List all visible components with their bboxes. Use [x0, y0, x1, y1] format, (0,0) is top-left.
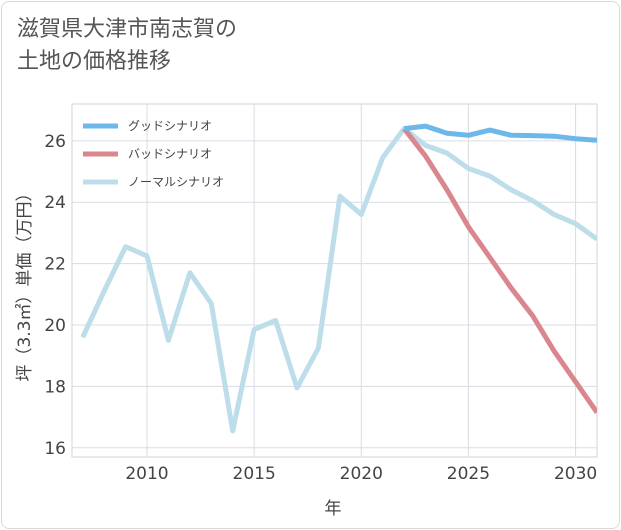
- y-tick-label: 22: [44, 255, 66, 275]
- x-axis-label: 年: [325, 499, 342, 519]
- y-axis-label: 坪（3.3㎡）単価（万円）: [15, 184, 35, 381]
- x-tick-label: 2025: [447, 464, 490, 484]
- series-line-2: [402, 127, 597, 414]
- y-tick-label: 24: [44, 193, 66, 213]
- x-tick-label: 2030: [554, 464, 597, 484]
- legend-label: ノーマルシナリオ: [128, 175, 224, 189]
- series-line-3: [80, 126, 597, 434]
- legend-label: バッドシナリオ: [128, 147, 212, 161]
- y-tick-label: 26: [44, 132, 66, 152]
- plot-area: [71, 103, 598, 458]
- x-tick-label: 2020: [340, 464, 383, 484]
- y-tick-label: 20: [44, 316, 66, 336]
- y-tick-label: 18: [44, 377, 66, 397]
- chart-title: 滋賀県大津市南志賀の 土地の価格推移: [17, 17, 238, 74]
- y-tick-label: 16: [44, 439, 66, 459]
- x-tick-label: 2010: [125, 464, 168, 484]
- x-tick-label: 2015: [233, 464, 276, 484]
- series-line-1: [403, 123, 597, 143]
- legend-label: グッドシナリオ: [128, 119, 212, 133]
